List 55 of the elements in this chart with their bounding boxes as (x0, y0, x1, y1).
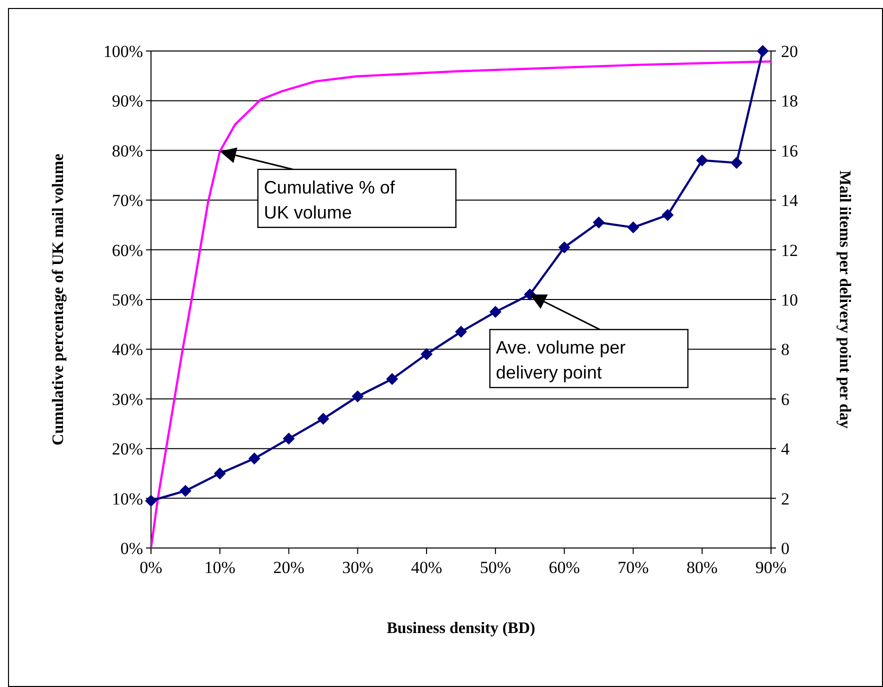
point (662, 209, 674, 222)
y2-tick-label: 2 (781, 489, 790, 508)
point (558, 241, 570, 254)
point (489, 306, 502, 318)
point (352, 390, 364, 402)
y-tick-label: 80% (112, 141, 143, 160)
x-tick-label: 50% (480, 558, 512, 577)
y2-axis-title: Mail iitems per delivery point per day (836, 170, 853, 429)
point (179, 484, 192, 497)
y2-tick-label: 14 (781, 191, 798, 210)
y-tick-label: 40% (112, 340, 143, 360)
x-tick-label: 70% (618, 558, 649, 577)
point (248, 452, 260, 465)
y-tick-label: 50% (112, 290, 143, 310)
point (730, 156, 743, 169)
y2-tick-label: 4 (781, 440, 790, 459)
point (756, 45, 769, 57)
point (627, 221, 640, 234)
point (455, 326, 467, 338)
y2-tick-label: 6 (781, 390, 790, 409)
y-tick-label: 100% (103, 42, 143, 61)
x-tick-label: 30% (342, 558, 374, 577)
y2-tick-label: 8 (781, 340, 790, 360)
y-tick-label: 0% (120, 538, 143, 558)
y-axis-title: Cumulative percentage of UK mail volume (50, 154, 67, 446)
annotation: Ave. volume per delivery point (496, 338, 626, 383)
point (282, 432, 295, 445)
x-tick-label: 40% (410, 558, 442, 577)
point (420, 348, 433, 360)
y-tick-label: 90% (112, 92, 143, 111)
point (214, 467, 226, 480)
point (592, 216, 605, 228)
y2-tick-label: 18 (781, 92, 798, 111)
y2-tick-label: 12 (781, 240, 798, 260)
y2-tick-label: 0 (781, 538, 790, 558)
y-tick-label: 10% (112, 489, 143, 508)
annotation: Cumulative % of UK volume (264, 177, 396, 222)
x-tick-label: 80% (686, 558, 718, 577)
point (317, 412, 330, 425)
y-tick-label: 30% (112, 390, 143, 409)
x-tick-label: 10% (204, 558, 236, 577)
y2-tick-label: 20 (781, 42, 798, 61)
x-axis-title: Business density (BD) (386, 620, 536, 637)
y-tick-label: 60% (112, 240, 143, 260)
point (145, 494, 157, 507)
x-tick-label: 90% (755, 558, 787, 577)
x-tick-label: 60% (548, 558, 580, 577)
point (386, 373, 398, 386)
y2-tick-label: 10 (781, 290, 798, 310)
y-tick-label: 70% (112, 191, 143, 210)
y-tick-label: 20% (112, 440, 143, 459)
x-tick-label: 20% (273, 558, 304, 577)
point (696, 154, 708, 166)
x-tick-label: 0% (140, 558, 162, 577)
y2-tick-label: 16 (781, 141, 798, 160)
